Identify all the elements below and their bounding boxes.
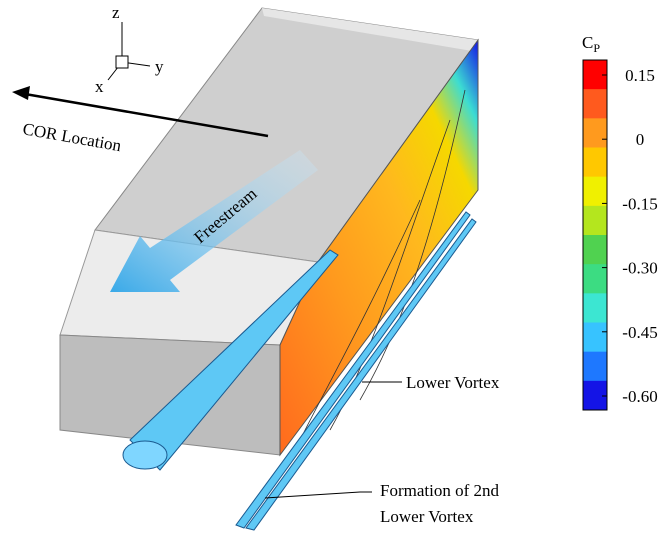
tick-label: -0.30 (622, 259, 657, 278)
color-band (583, 235, 607, 265)
color-band (583, 118, 607, 148)
tick-label: -0.60 (622, 387, 657, 406)
colorbar-title: CP (582, 33, 600, 55)
color-band (583, 293, 607, 323)
color-band (583, 352, 607, 382)
tick-label: -0.15 (622, 194, 657, 213)
symbol: C (582, 33, 593, 52)
colorbar: CP 0.15 0 -0.15 -0.30 -0.45 -0.60 (582, 33, 658, 411)
annotation: COR Location (21, 119, 123, 155)
annotation: Formation of 2nd (380, 481, 499, 500)
tick-label: 0 (636, 130, 645, 149)
color-band (583, 264, 607, 294)
color-band (583, 89, 607, 119)
annotation: Lower Vortex (380, 507, 474, 526)
color-band (583, 206, 607, 236)
subscript: P (593, 41, 600, 55)
axis-label: z (112, 3, 120, 22)
color-band (583, 148, 607, 178)
tick-label: -0.45 (622, 323, 657, 342)
arrowhead (12, 86, 30, 100)
axis-label: x (95, 77, 104, 96)
vortex-core (123, 441, 167, 469)
tick-label: 0.15 (625, 66, 655, 85)
axis-label: y (155, 57, 164, 76)
color-band (583, 177, 607, 207)
color-band (583, 323, 607, 353)
axis-triad (108, 22, 150, 80)
annotation: Lower Vortex (406, 373, 500, 392)
figure: z y x COR Location Freestream Lower Vort… (0, 0, 671, 534)
